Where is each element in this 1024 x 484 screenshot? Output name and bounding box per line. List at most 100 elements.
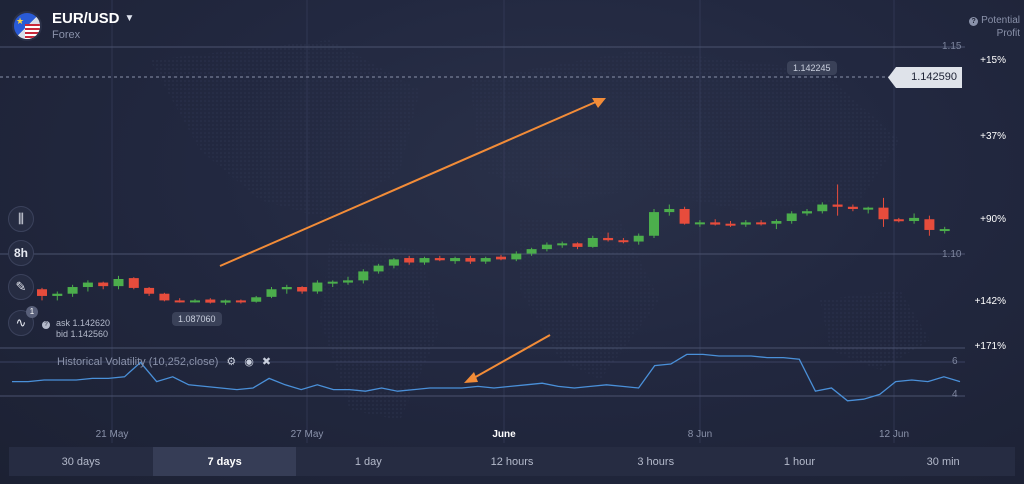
candle-body [633, 235, 644, 242]
candle-body [496, 256, 506, 260]
candle-body [404, 258, 415, 263]
candle-body [679, 208, 690, 224]
drawing-tools-button[interactable]: ✎ [8, 274, 34, 300]
indicators-button[interactable]: ∿ 1 [8, 306, 38, 336]
price-axis-top: 1.15 [942, 41, 962, 52]
candle-body [82, 282, 93, 288]
candle-body [113, 279, 124, 287]
candle-body [939, 229, 950, 232]
candle-body [909, 217, 920, 222]
candle-body [251, 297, 262, 302]
asset-title[interactable]: EUR/USD ▼ [52, 10, 134, 27]
candle-body [67, 287, 78, 294]
bid-price: bid 1.142560 [56, 329, 109, 339]
pencil-icon: ✎ [15, 279, 27, 294]
volatility-axis-bottom: 4 [952, 389, 958, 400]
date-label: 8 Jun [687, 429, 713, 440]
asset-title-text: EUR/USD [52, 10, 120, 27]
candle-body [756, 222, 767, 225]
candle-body [174, 300, 185, 303]
close-icon[interactable]: ✖ [261, 356, 272, 368]
trend-arrow-up [219, 100, 599, 267]
info-icon[interactable]: ? [42, 321, 50, 329]
timeframe-30-min[interactable]: 30 min [926, 455, 960, 468]
candle-body [190, 300, 200, 303]
eye-icon[interactable]: ◉ [244, 356, 254, 368]
candle-body [281, 287, 292, 290]
timeframe-7-days[interactable]: 7 days [152, 447, 297, 476]
date-label: June [492, 429, 516, 440]
timeframe-12-hours[interactable]: 12 hours [490, 455, 534, 468]
ask-price: ask 1.142620 [56, 318, 111, 328]
date-label: 27 May [290, 429, 324, 440]
high-price-tag: 1.142245 [787, 61, 837, 75]
timeframe-button[interactable]: 8h [8, 240, 34, 266]
gear-icon[interactable]: ⚙ [226, 356, 237, 368]
timeframe-30-days[interactable]: 30 days [61, 455, 101, 468]
candle-body [37, 289, 47, 296]
candle-body [924, 219, 935, 230]
candle-body [480, 258, 491, 262]
price-axis-mid: 1.10 [942, 249, 962, 260]
timeframe-3-hours[interactable]: 3 hours [637, 455, 675, 468]
profit-level: +90% [980, 214, 1006, 225]
candlestick-icon: ⫼ [18, 211, 24, 226]
candle-body [526, 249, 537, 254]
candle-body [786, 213, 797, 222]
arrow-head [592, 98, 606, 108]
eur-usd-flag-icon: ★ [12, 10, 42, 41]
map-continent [520, 220, 660, 380]
candle-body [312, 282, 323, 292]
chevron-down-icon[interactable]: ▼ [124, 13, 135, 24]
candle-body [817, 204, 828, 212]
profit-level: +15% [980, 55, 1006, 66]
quote-info: ? ask 1.142620 bid 1.142560 [42, 318, 111, 340]
candle-body [373, 265, 384, 272]
profit-level: +142% [974, 296, 1006, 307]
candle-body [297, 287, 308, 292]
volatility-axis-top: 6 [952, 356, 958, 367]
asset-type: Forex [52, 29, 81, 41]
candle-body [878, 207, 889, 220]
potential-profit-line1: Potential [981, 15, 1020, 26]
candle-body [771, 221, 782, 224]
candle-body [618, 240, 629, 243]
indicators-count-badge: 1 [26, 306, 38, 318]
info-icon[interactable]: ? [969, 17, 979, 26]
indicator-icon: ∿ [15, 315, 27, 330]
potential-profit-line2: Profit [996, 28, 1020, 39]
arrow-head [464, 372, 478, 383]
map-continent [150, 40, 420, 220]
candle-body [603, 237, 614, 241]
map-continent [320, 240, 440, 420]
candle-body [144, 287, 155, 294]
candle-body [832, 204, 843, 207]
volatility-line [12, 353, 961, 402]
candle-body [511, 253, 522, 260]
candle-body [893, 219, 904, 222]
candle-body [419, 258, 430, 263]
candle-body [847, 206, 858, 209]
candle-body [465, 258, 476, 262]
candle-body [220, 300, 231, 303]
candle-body [205, 299, 216, 303]
candle-body [128, 278, 139, 288]
current-price-tag: 1.142590 [888, 67, 962, 88]
timeframe-1-hour[interactable]: 1 hour [783, 455, 816, 468]
low-price-tag: 1.087060 [172, 312, 222, 326]
candle-body [740, 222, 751, 225]
indicator-label: Historical Volatility (10,252,close) [57, 355, 219, 368]
chart-type-button[interactable]: ⫼ [8, 206, 34, 232]
candle-body [98, 282, 109, 287]
candle-body [863, 207, 874, 210]
candle-body [664, 208, 675, 213]
timeframe-bar: 30 days 7 days 1 day 12 hours 3 hours 1 … [9, 447, 1015, 476]
timeframe-1-day[interactable]: 1 day [354, 455, 382, 468]
candle-body [710, 222, 721, 225]
candle-body [541, 244, 552, 250]
date-label: 12 Jun [878, 429, 910, 440]
candle-body [725, 223, 736, 226]
asset-selector[interactable]: ★ EUR/USD ▼ Forex [12, 10, 134, 41]
